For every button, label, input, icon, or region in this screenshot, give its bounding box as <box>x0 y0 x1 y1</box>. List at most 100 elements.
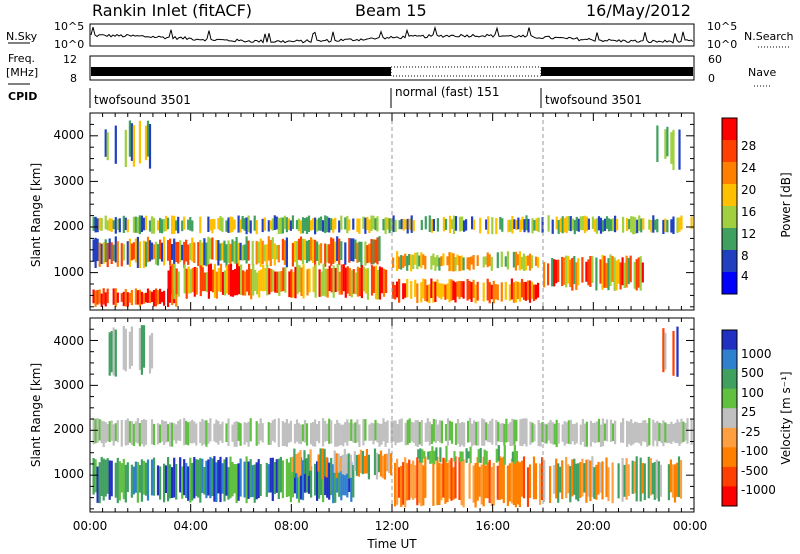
heatmap-cell <box>340 215 343 230</box>
heatmap-cell <box>358 424 361 447</box>
heatmap-cell <box>330 218 333 230</box>
heatmap-cell <box>654 422 657 441</box>
heatmap-cell <box>495 419 498 446</box>
heatmap-cell <box>318 421 321 444</box>
heatmap-cell <box>641 463 644 494</box>
heatmap-cell <box>412 422 415 443</box>
power-ytick-labels: 1000 2000 3000 4000 <box>53 128 84 279</box>
heatmap-cell <box>633 461 636 494</box>
heatmap-cell <box>517 217 520 230</box>
heatmap-cell <box>191 419 194 444</box>
heatmap-cell <box>231 424 234 442</box>
heatmap-cell <box>112 424 115 446</box>
heatmap-cell <box>672 331 675 376</box>
heatmap-cell <box>98 419 101 441</box>
heatmap-cell <box>433 450 436 465</box>
heatmap-cell <box>318 464 321 499</box>
heatmap-cell <box>476 255 479 266</box>
heatmap-cell <box>518 251 521 271</box>
heatmap-cell <box>132 423 135 446</box>
heatmap-cell <box>555 259 558 284</box>
heatmap-cell <box>482 282 485 302</box>
heatmap-cell <box>528 280 532 303</box>
heatmap-cell <box>217 421 220 445</box>
heatmap-cell <box>343 448 346 476</box>
heatmap-cell <box>340 456 343 501</box>
heatmap-cell <box>417 449 420 459</box>
colorbar-swatch <box>722 330 737 351</box>
heatmap-cell <box>187 422 190 446</box>
heatmap-cell <box>305 458 309 493</box>
heatmap-cell <box>100 243 103 264</box>
heatmap-cell <box>215 462 218 502</box>
heatmap-cell <box>152 217 156 234</box>
heatmap-cell <box>173 238 176 268</box>
heatmap-cell <box>140 420 143 445</box>
heatmap-cell <box>187 466 190 501</box>
heatmap-cell <box>316 461 319 501</box>
heatmap-cell <box>326 268 329 298</box>
heatmap-cell <box>279 217 282 234</box>
heatmap-cell <box>106 424 109 442</box>
heatmap-cell <box>524 281 528 301</box>
heatmap-cell <box>236 263 239 296</box>
colorbar-swatch <box>722 250 737 273</box>
heatmap-cell <box>104 292 107 307</box>
heatmap-cell <box>211 269 214 293</box>
heatmap-cell <box>312 266 315 293</box>
heatmap-cell <box>338 220 341 233</box>
heatmap-cell <box>508 284 511 301</box>
heatmap-cell <box>169 238 172 266</box>
nave-tick-60: 60 <box>708 53 722 66</box>
heatmap-cell <box>478 466 481 497</box>
heatmap-cell <box>271 457 274 501</box>
heatmap-cell <box>203 420 206 445</box>
heatmap-cell <box>348 219 351 231</box>
heatmap-cell <box>465 448 468 463</box>
heatmap-cell <box>207 216 210 232</box>
heatmap-cell <box>404 457 407 508</box>
heatmap-cell <box>591 256 594 283</box>
heatmap-cell <box>257 423 260 445</box>
heatmap-cell <box>344 217 347 230</box>
heatmap-cell <box>551 422 554 445</box>
heatmap-cell <box>148 220 152 232</box>
heatmap-cell <box>633 261 636 289</box>
heatmap-cell <box>480 464 483 505</box>
heatmap-cell <box>461 451 464 462</box>
heatmap-cell <box>199 216 202 234</box>
heatmap-cell <box>563 218 566 233</box>
heatmap-cell <box>370 265 374 296</box>
heatmap-cell <box>332 265 335 298</box>
heatmap-cell <box>456 419 460 444</box>
heatmap-cell <box>259 418 262 441</box>
heatmap-cell <box>199 265 202 297</box>
heatmap-cell <box>269 457 272 493</box>
heatmap-cell <box>294 266 297 299</box>
heatmap-cell <box>466 257 469 270</box>
heatmap-cell <box>680 215 683 230</box>
heatmap-cell <box>651 463 654 495</box>
heatmap-cell <box>167 424 170 442</box>
heatmap-cell <box>426 418 429 442</box>
colorbar-swatch <box>722 162 737 185</box>
heatmap-cell <box>221 242 224 261</box>
heatmap-cell <box>406 278 409 298</box>
heatmap-cell <box>336 419 339 447</box>
heatmap-cell <box>658 422 661 442</box>
heatmap-cell <box>502 456 505 504</box>
heatmap-cell <box>632 216 635 235</box>
heatmap-cell <box>104 129 107 157</box>
heatmap-cell <box>98 462 101 504</box>
heatmap-cell <box>650 220 653 233</box>
heatmap-cell <box>368 219 371 233</box>
heatmap-cell <box>392 281 395 299</box>
heatmap-cell <box>625 458 628 500</box>
heatmap-cell <box>312 239 315 263</box>
heatmap-cell <box>623 262 626 288</box>
heatmap-cell <box>641 262 644 283</box>
heatmap-cell <box>108 332 111 376</box>
heatmap-cell <box>268 268 271 295</box>
heatmap-cell <box>207 459 210 496</box>
heatmap-cell <box>300 267 303 296</box>
